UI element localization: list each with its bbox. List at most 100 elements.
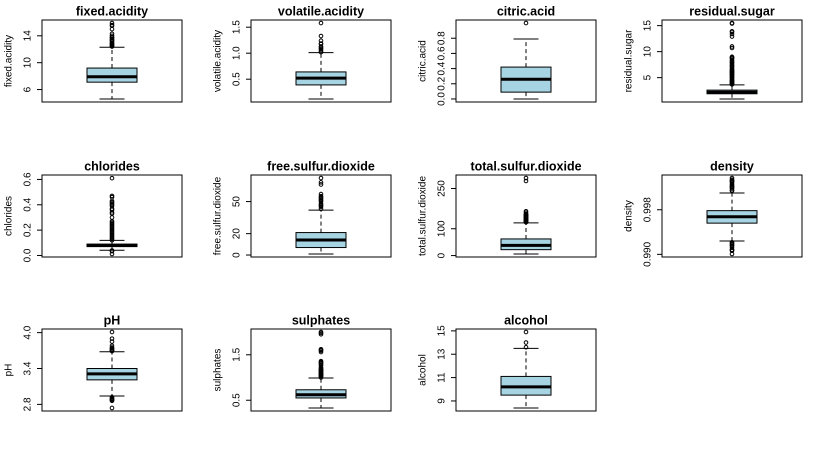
y-tick-label: 0.6 (437, 46, 448, 60)
outlier (109, 394, 115, 400)
y-tick-label: 0.5 (232, 393, 243, 407)
chart-title: pH (104, 313, 121, 327)
y-tick-label: 0.0 (437, 92, 448, 106)
y-axis-label: residual.sugar (624, 29, 635, 92)
y-tick-label: 0 (437, 252, 448, 258)
plot-frame (250, 328, 392, 412)
y-tick-label: 1.5 (232, 20, 243, 34)
outlier (109, 215, 115, 220)
plot-frame (250, 19, 392, 103)
y-tick-label: 15 (437, 325, 448, 337)
y-tick-label: 0.2 (437, 76, 448, 90)
outlier (729, 44, 735, 49)
plot-frame (41, 328, 183, 412)
y-tick-label: 0.0 (23, 248, 34, 262)
y-tick-label: 100 (437, 220, 448, 237)
y-tick-label: 3.4 (23, 361, 34, 375)
box (86, 67, 138, 83)
outlier (523, 20, 529, 26)
outlier (318, 175, 324, 181)
y-axis-label: total.sulfur.dioxide (418, 176, 429, 256)
y-axis-label: pH (4, 364, 15, 377)
outlier (318, 191, 324, 197)
outlier (109, 343, 115, 349)
y-tick-label: 10 (23, 57, 34, 69)
y-tick-label: 6 (23, 86, 34, 92)
outlier (109, 20, 115, 26)
y-tick-label: 13 (437, 348, 448, 360)
y-tick-label: 0.990 (643, 241, 654, 266)
y-tick-label: 4.0 (23, 325, 34, 339)
outlier (318, 180, 324, 185)
outlier (729, 177, 735, 182)
outlier (318, 41, 324, 46)
outlier (318, 20, 324, 26)
outlier (109, 22, 115, 28)
chart-title: free.sulfur.dioxide (267, 159, 375, 173)
y-tick-label: 0.2 (23, 223, 34, 237)
chart-title: chlorides (84, 159, 140, 173)
outlier (523, 344, 529, 350)
plot-frame (661, 174, 803, 258)
y-tick-label: 0 (232, 252, 243, 258)
outlier (109, 339, 115, 344)
chart-title: density (710, 159, 754, 173)
chart-title: alcohol (504, 313, 548, 327)
outlier (318, 193, 324, 199)
y-axis-label: citric.acid (418, 40, 429, 82)
y-tick-label: 10 (643, 46, 654, 58)
outlier (523, 329, 529, 335)
outlier (729, 54, 735, 60)
plot-frame (250, 174, 392, 258)
outlier (318, 44, 324, 49)
y-tick-label: 0.5 (232, 72, 243, 86)
y-tick-label: 0.4 (23, 197, 34, 211)
y-tick-label: 250 (437, 180, 448, 197)
y-tick-label: 2.8 (23, 397, 34, 411)
y-tick-label: 15 (643, 20, 654, 32)
plot-frame (455, 174, 597, 258)
y-tick-label: 0.998 (643, 197, 654, 222)
outlier (729, 45, 735, 51)
plot-frame (41, 174, 183, 258)
plot-frame (455, 328, 597, 412)
chart-title: sulphates (292, 313, 350, 327)
outlier (523, 175, 529, 181)
chart-title: total.sulfur.dioxide (470, 159, 581, 173)
y-tick-label: 20 (232, 228, 243, 240)
y-axis-label: fixed.acidity (4, 35, 15, 87)
y-tick-label: 9 (437, 398, 448, 404)
y-axis-label: volatile.acidity (213, 30, 224, 92)
y-tick-label: 11 (437, 372, 448, 383)
outlier (729, 175, 735, 181)
outlier (318, 329, 324, 335)
outlier (109, 33, 115, 39)
plot-frame (661, 19, 803, 103)
y-tick-label: 0.4 (437, 61, 448, 75)
outlier (318, 38, 324, 44)
outlier (109, 336, 115, 341)
chart-title: volatile.acidity (278, 4, 364, 18)
y-tick-label: 0.8 (437, 31, 448, 45)
outlier (109, 193, 115, 199)
y-axis-label: alcohol (418, 354, 429, 386)
outlier (109, 405, 115, 411)
outlier (318, 33, 324, 39)
chart-title: fixed.acidity (76, 4, 148, 18)
outlier (729, 240, 735, 245)
outlier (109, 175, 115, 181)
chart-title: citric.acid (497, 4, 555, 18)
y-tick-label: 1.5 (232, 347, 243, 361)
outlier (729, 34, 735, 39)
outlier (523, 209, 529, 214)
chart-title: residual.sugar (689, 4, 775, 18)
y-tick-label: 1.0 (232, 46, 243, 60)
outlier (109, 31, 115, 37)
y-axis-label: sulphates (213, 349, 224, 392)
outlier (729, 31, 735, 37)
y-axis-label: chlorides (4, 196, 15, 236)
outlier (109, 248, 115, 253)
y-axis-label: free.sulfur.dioxide (213, 176, 224, 255)
outlier (523, 178, 529, 184)
